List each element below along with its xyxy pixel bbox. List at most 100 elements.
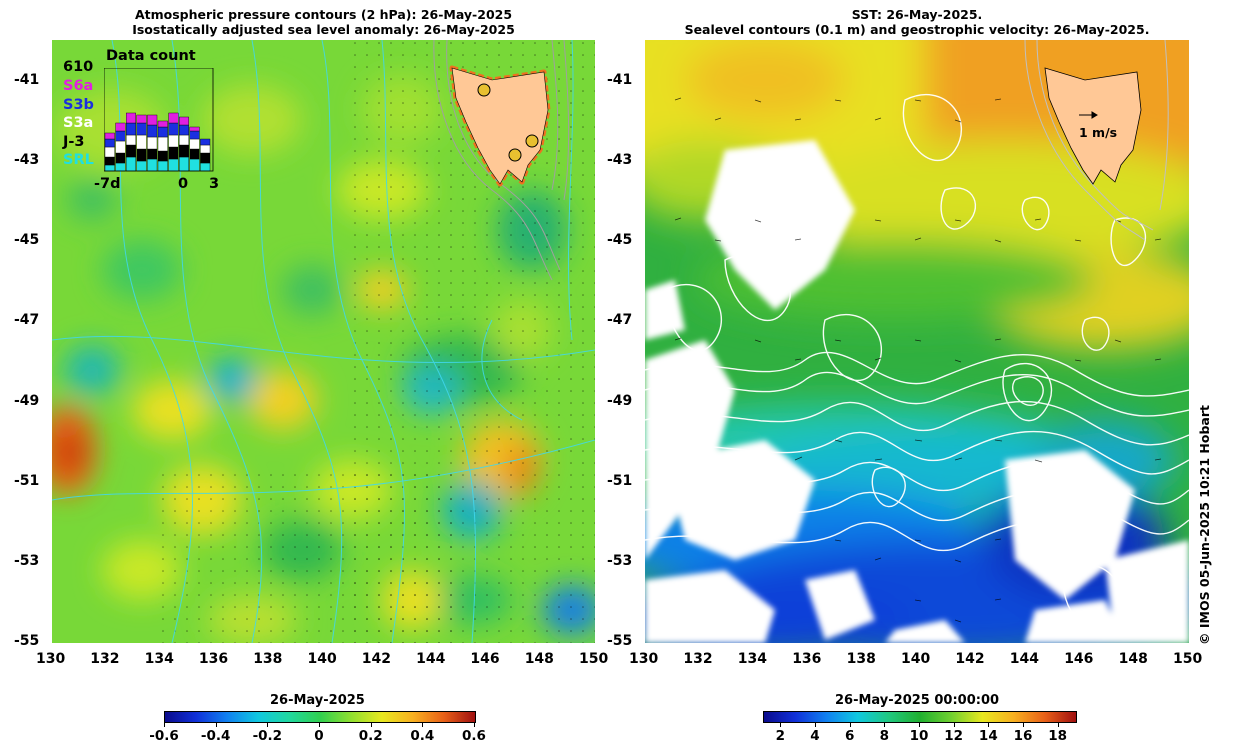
colorbar-tick-mark (422, 723, 424, 727)
colorbar-tick-label: 10 (909, 728, 929, 744)
colorbar-tick-mark (815, 723, 816, 727)
inset-bar-segment (126, 122, 137, 136)
inset-bar-segment (168, 112, 179, 124)
lon-tick-label: 148 (524, 651, 554, 667)
sea-level-anomaly-map[interactable]: Data count 610 S6a S3b S3a J-3 SRL -7d 0 3 (52, 40, 595, 643)
left-colorbar-title: 26-May-2025 (270, 693, 365, 708)
colorbar-tick-mark (1023, 723, 1024, 727)
colorbar-tick-mark (919, 723, 920, 727)
inset-bar-segment (189, 126, 200, 132)
inset-bar-segment (189, 138, 200, 150)
inset-bar-segment (136, 114, 147, 124)
inset-bar-segment (178, 134, 189, 146)
inset-axis-start: -7d (94, 176, 121, 192)
inset-bar-segment (168, 158, 179, 172)
data-count-inset: Data count 610 S6a S3b S3a J-3 SRL -7d 0 3 (52, 40, 227, 200)
inset-bar-segment (115, 130, 126, 142)
lon-tick-label: 134 (737, 651, 768, 667)
lon-tick-label: 148 (1118, 651, 1148, 667)
right-title-line1: SST: 26-May-2025. (851, 7, 983, 22)
inset-bar-segment (104, 164, 115, 172)
inset-axis-end: 3 (209, 176, 220, 192)
inset-bar-segment (200, 162, 211, 172)
inset-bar-segment (189, 158, 200, 172)
colorbar-tick-label: 0.6 (462, 728, 486, 744)
inset-bar-segment (115, 122, 126, 132)
inset-bar-segment (157, 126, 168, 138)
lat-tick-label: -55 (14, 633, 40, 649)
lat-tick-label: -47 (607, 312, 633, 328)
inset-bar-segment (147, 114, 158, 126)
inset-bar-segment (157, 150, 168, 162)
colorbar-tick-mark (370, 723, 372, 727)
mission-label: S6a (63, 78, 94, 94)
colorbar-tick-label: -0.2 (252, 728, 283, 744)
colorbar-tick-label: 4 (810, 728, 820, 744)
inset-bar-segment (168, 122, 179, 136)
inset-bar-segment (126, 134, 137, 146)
inset-bar-segment (178, 144, 189, 158)
inset-bar-segment (115, 152, 126, 164)
left-title-line2: Isostatically adjusted sea level anomaly… (132, 22, 515, 37)
inset-bar-segment (136, 134, 147, 150)
colorbar-tick-mark (884, 723, 886, 727)
lon-tick-label: 132 (90, 651, 120, 667)
inset-bar-segment (200, 144, 211, 154)
colorbar-tick-label: 0.2 (358, 728, 383, 744)
lon-tick-label: 150 (1173, 651, 1203, 667)
inset-bar-segment (104, 156, 115, 166)
inset-bar-segment (157, 160, 168, 172)
inset-bar-segment (126, 144, 137, 158)
lat-tick-label: -53 (14, 553, 40, 569)
colorbar-tick-label: 2 (775, 728, 786, 744)
colorbar-tick-mark (319, 723, 320, 727)
colorbar-tick-label: 0 (314, 728, 324, 744)
inset-bar-segment (189, 130, 200, 140)
colorbar-tick-mark (474, 723, 475, 727)
mission-label: S3b (63, 96, 94, 113)
colorbar-tick-label: -0.6 (149, 728, 179, 744)
lon-tick-label: 136 (198, 651, 229, 667)
lon-tick-label: 134 (144, 651, 174, 667)
right-title-line2: Sealevel contours (0.1 m) and geostrophi… (684, 22, 1150, 37)
colorbar-tick-mark (164, 723, 165, 727)
colorbar-tick-mark (988, 723, 990, 727)
lon-tick-label: 142 (361, 651, 392, 667)
lat-tick-label: -45 (607, 232, 633, 248)
lon-tick-label: 138 (846, 651, 876, 667)
inset-bar-segment (200, 152, 211, 164)
lat-tick-label: -41 (607, 72, 633, 88)
lon-tick-label: 146 (470, 651, 500, 667)
inset-bar-segment (104, 132, 115, 140)
velocity-scale-label: 1 m/s (1079, 125, 1117, 140)
lon-tick-label: 140 (307, 651, 337, 667)
inset-count: 610 (63, 59, 94, 75)
inset-bar-segment (147, 136, 158, 150)
mission-label: J-3 (63, 133, 85, 150)
inset-bar-segment (126, 112, 137, 124)
inset-bar-segment (115, 162, 126, 172)
colorbar-tick-mark (953, 723, 955, 727)
sst-map[interactable]: 1 m/s (645, 40, 1189, 643)
lat-tick-label: -41 (14, 72, 40, 88)
colorbar-tick-label: 14 (978, 728, 998, 744)
lon-tick-label: 138 (253, 651, 283, 667)
inset-bar-segment (104, 138, 115, 148)
inset-bar-segment (157, 136, 168, 152)
colorbar-tick-label: 12 (944, 728, 964, 744)
lat-tick-label: -47 (14, 312, 40, 328)
inset-bar-segment (136, 148, 147, 162)
inset-bar-segment (168, 146, 179, 160)
lat-tick-label: -55 (607, 633, 633, 649)
lat-tick-label: -53 (607, 553, 633, 569)
colorbar-tick-label: 8 (879, 728, 890, 744)
lon-tick-label: 142 (955, 651, 985, 667)
lon-tick-label: 130 (36, 651, 66, 667)
left-colorbar (164, 711, 476, 723)
inset-bar-segment (126, 156, 137, 172)
lat-tick-label: -51 (607, 473, 633, 489)
right-colorbar (763, 711, 1077, 723)
lat-tick-label: -49 (14, 393, 40, 409)
colorbar-tick-mark (780, 723, 782, 727)
colorbar-tick-mark (267, 723, 269, 727)
